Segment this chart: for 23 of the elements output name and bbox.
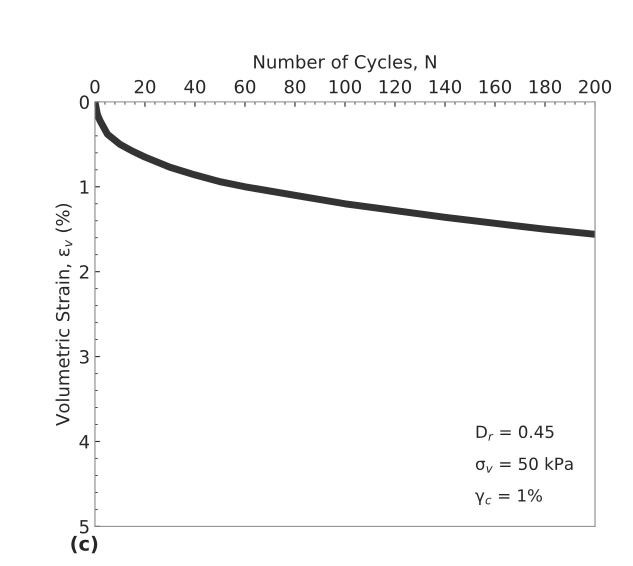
x-tick-label: 200	[579, 80, 612, 94]
text: (c)	[71, 536, 98, 554]
annotation: σ$_{v}$ = 50 kPa	[476, 457, 573, 473]
y-tick-label: 4	[79, 435, 90, 448]
x-tick-label: 60	[234, 80, 256, 94]
x-tick-label: 40	[184, 80, 206, 94]
x-tick-label: 120	[380, 80, 412, 94]
y-axis-title: Volumetric Strain, ε$_{v}$ (%)	[56, 204, 72, 426]
y-tick-label: 2	[80, 265, 88, 279]
y-tick-label: 0	[80, 95, 89, 109]
x-tick-label: 20	[134, 80, 156, 94]
x-tick-label: 0	[90, 80, 100, 94]
y-tick-label: 1	[80, 180, 88, 194]
x-tick-label: 80	[284, 80, 306, 94]
annotation: D$_{r}$ = 0.45	[476, 426, 554, 441]
x-axis-title: Number of Cycles, N	[254, 54, 436, 72]
annotation: γ$_{c}$ = 1%	[475, 489, 542, 505]
x-tick-label: 180	[530, 80, 562, 94]
y-tick-label: 5	[80, 520, 89, 534]
x-tick-label: 140	[430, 80, 462, 94]
y-tick-label: 3	[80, 350, 89, 364]
x-tick-label: 160	[480, 80, 512, 94]
x-tick-label: 100	[330, 80, 362, 94]
